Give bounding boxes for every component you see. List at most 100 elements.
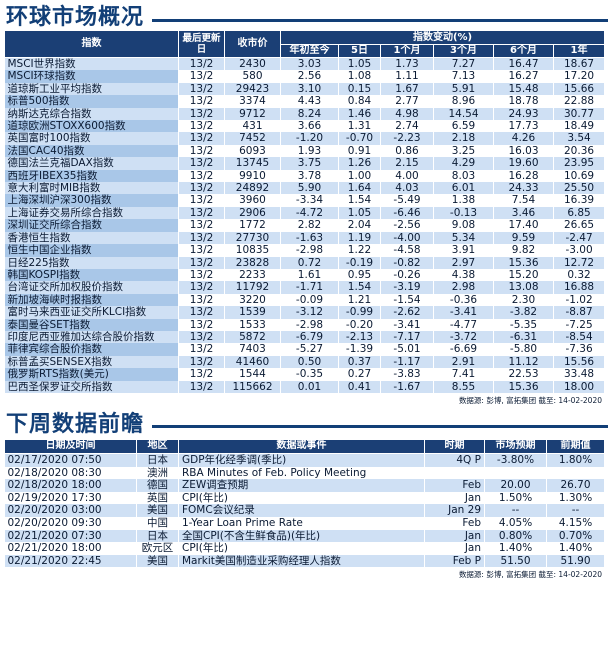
cell-m3: -0.36 [433, 293, 494, 307]
cell-y1: 17.20 [553, 70, 606, 83]
source-note-2: 数据源: 彭博, 富拓集团 截至: 14-02-2020 [458, 570, 602, 580]
cell-period [424, 466, 485, 480]
cell-previous: 51.90 [546, 554, 605, 568]
cell-datetime: 02/20/2020 09:30 [4, 516, 137, 530]
cell-y1: 30.77 [553, 107, 606, 121]
cell-name: 香港恒生指数 [4, 231, 179, 245]
cell-forecast: 1.40% [484, 542, 547, 555]
cell-m1: -3.19 [380, 281, 434, 294]
global-markets-title: 环球市场概况 [6, 5, 145, 30]
cell-m3: 8.03 [433, 169, 494, 183]
cell-name: 深圳证交所综合指数 [4, 219, 179, 232]
cell-m6: 22.53 [493, 368, 554, 381]
cell-close: 3960 [224, 194, 281, 207]
cell-event: 全国CPI(不含生鲜食品)(年比) [178, 529, 425, 543]
cell-y1: -7.25 [553, 318, 606, 331]
cell-d5: 1.64 [338, 182, 381, 195]
cell-name: 道琼斯工业平均指数 [4, 82, 179, 96]
cell-name: 泰国曼谷SET指数 [4, 318, 179, 331]
cell-close: 115662 [224, 380, 281, 393]
cell-event: Markit美国制造业采购经理人指数 [178, 554, 425, 568]
cell-m1: -4.58 [380, 244, 434, 257]
cell-m3: 6.01 [433, 182, 494, 195]
cell-date: 13/2 [178, 120, 225, 133]
table-row: 俄罗斯RTS指数(美元) 13/2 1544 -0.35 0.27 -3.83 7.41 22… [4, 368, 606, 381]
cell-name: 上海深圳沪深300指数 [4, 194, 179, 207]
table-row: 泰国曼谷SET指数 13/2 1533 -2.98 -0.20 -3.41 -4.77 -5.… [4, 318, 606, 331]
cell-m1: -1.54 [380, 293, 434, 307]
cell-ytd: -6.79 [280, 330, 339, 344]
cell-period: 4Q P [424, 453, 485, 467]
next-week-title: 下周数据前瞻 [6, 411, 145, 437]
cell-d5: 1.05 [338, 206, 381, 220]
cell-m6: 4.26 [493, 132, 554, 145]
cell-datetime: 02/21/2020 18:00 [4, 542, 137, 555]
cell-previous: 4.15% [546, 516, 605, 530]
table-row: 道琼欧洲STOXX600指数 13/2 431 3.66 1.31 2.74 6.59 17.… [4, 120, 606, 133]
cell-ytd: 5.90 [280, 182, 339, 195]
cell-d5: -0.99 [338, 306, 381, 319]
cell-m6: 13.08 [493, 281, 554, 294]
cell-m3: -3.41 [433, 306, 494, 319]
table-row: 道琼斯工业平均指数 13/2 29423 3.10 0.15 1.67 5.91 15.48 1… [4, 82, 606, 96]
cell-m3: 2.18 [433, 132, 494, 145]
cell-close: 2430 [224, 57, 281, 71]
cell-m3: 4.38 [433, 268, 494, 282]
cell-d5: 0.95 [338, 268, 381, 282]
cell-m6: 16.47 [493, 57, 554, 71]
cell-close: 1539 [224, 306, 281, 319]
cell-m1: -0.26 [380, 268, 434, 282]
cell-m6: 24.93 [493, 107, 554, 121]
cell-m6: -3.82 [493, 306, 554, 319]
cell-m3: 14.54 [433, 107, 494, 121]
cell-close: 10835 [224, 244, 281, 257]
cell-m3: 6.59 [433, 120, 494, 133]
title-rule [152, 425, 608, 429]
header-previous: 前期值 [546, 438, 605, 454]
cell-date: 13/2 [178, 107, 225, 121]
cell-d5: -0.70 [338, 132, 381, 145]
cell-ytd: -5.27 [280, 343, 339, 356]
cell-date: 13/2 [178, 355, 225, 369]
cell-event: CPI(年比) [178, 542, 425, 555]
cell-period: Feb [424, 479, 485, 492]
cell-date: 13/2 [178, 157, 225, 170]
cell-date: 13/2 [178, 256, 225, 269]
cell-previous [546, 466, 605, 480]
cell-name: MSCI世界指数 [4, 57, 179, 71]
cell-date: 13/2 [178, 380, 225, 393]
cell-event: FOMC会议纪录 [178, 504, 425, 517]
cell-d5: -1.39 [338, 343, 381, 356]
cell-y1: 16.39 [553, 194, 606, 207]
cell-m3: 5.91 [433, 82, 494, 96]
cell-period: Jan [424, 529, 485, 543]
cell-datetime: 02/20/2020 03:00 [4, 504, 137, 517]
cell-datetime: 02/21/2020 07:30 [4, 529, 137, 543]
cell-date: 13/2 [178, 206, 225, 220]
cell-m6: -5.80 [493, 343, 554, 356]
cell-region: 澳洲 [136, 466, 179, 480]
cell-name: 法国CAC40指数 [4, 144, 179, 158]
table-row: 韩国KOSPI指数 13/2 2233 1.61 0.95 -0.26 4.38 15.20 0… [4, 268, 606, 282]
cell-period: Feb [424, 516, 485, 530]
cell-d5: 1.08 [338, 70, 381, 83]
table-row: 标普孟买SENSEX指数 13/2 41460 0.50 0.37 -1.17 2.91 11… [4, 355, 606, 369]
cell-d5: -2.13 [338, 330, 381, 344]
cell-m1: 4.98 [380, 107, 434, 121]
cell-ytd: 0.01 [280, 380, 339, 393]
cell-date: 13/2 [178, 231, 225, 245]
source-note-1: 数据源: 彭博, 富拓集团 截至: 14-02-2020 [458, 395, 602, 405]
table-row: 德国法兰克福DAX指数 13/2 13745 3.75 1.26 2.15 4.29 19.6… [4, 157, 606, 170]
cell-forecast: 4.05% [484, 516, 547, 530]
header-3m: 3个月 [433, 44, 494, 58]
header-event: 数据或事件 [178, 438, 425, 454]
cell-m6: -5.35 [493, 318, 554, 331]
cell-ytd: 3.03 [280, 57, 339, 71]
cell-m3: 7.41 [433, 368, 494, 381]
cell-ytd: -3.12 [280, 306, 339, 319]
cell-close: 7452 [224, 132, 281, 145]
table-row: 02/21/2020 22:45 美国 Markit美国制造业采购经理人指数 Feb … [4, 554, 605, 568]
table-row: MSCI世界指数 13/2 2430 3.03 1.05 1.73 7.27 16.47 18.… [4, 57, 606, 71]
cell-d5: 0.91 [338, 144, 381, 158]
cell-m6: 15.36 [493, 256, 554, 269]
